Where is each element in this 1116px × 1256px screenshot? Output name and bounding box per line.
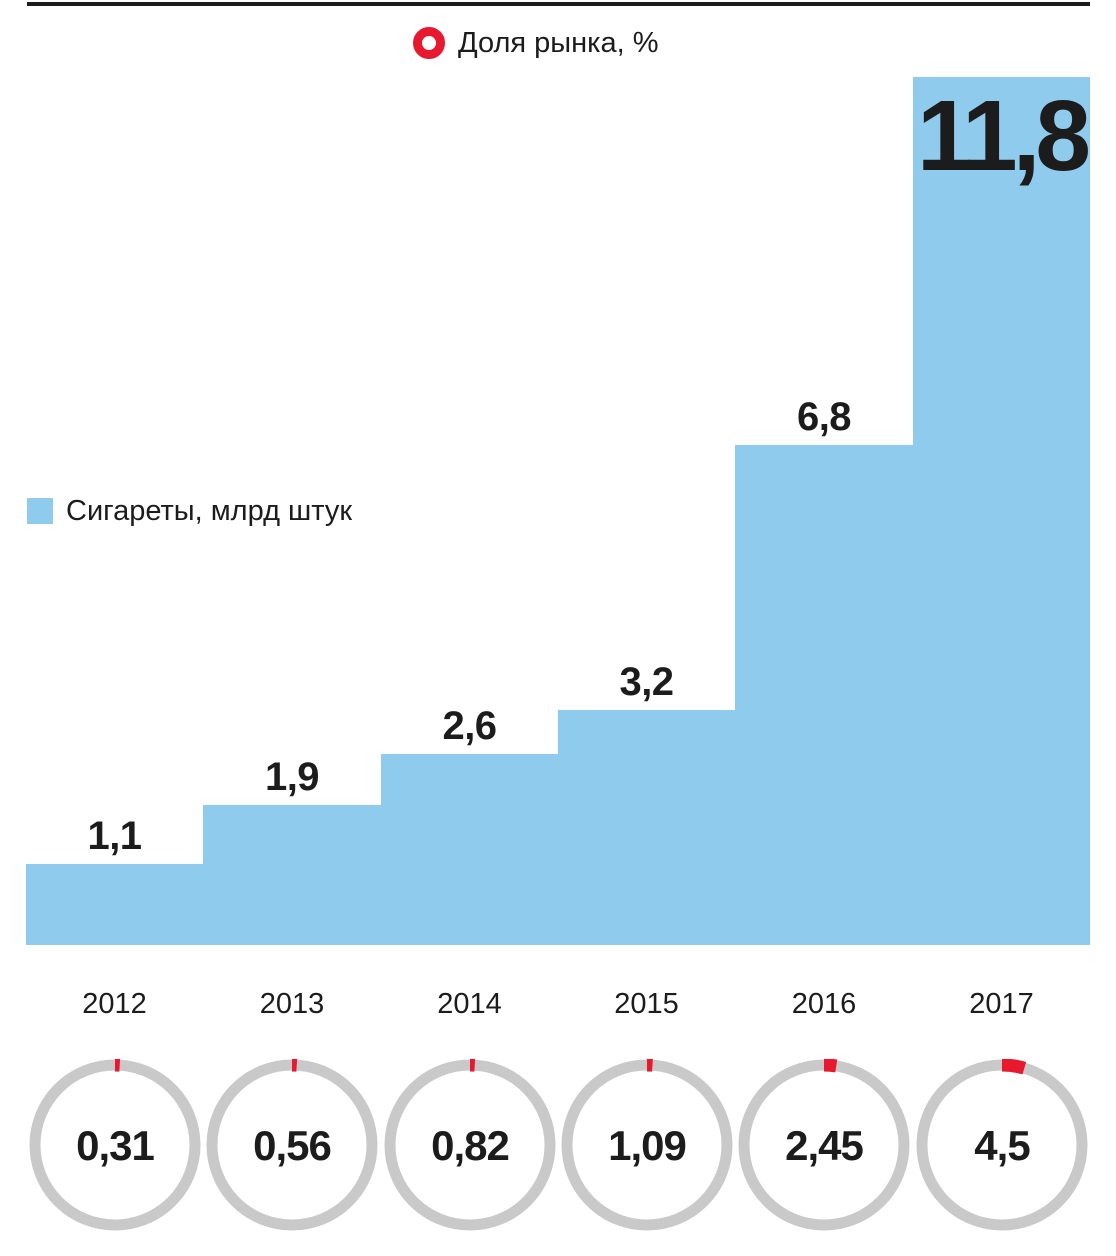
bar-2017 [913, 77, 1090, 945]
year-label-2014: 2014 [437, 988, 502, 1020]
year-label-2013: 2013 [259, 988, 325, 1020]
donut-value-label: 4,5 [974, 1122, 1030, 1169]
donut-value-label: 1,09 [608, 1122, 686, 1169]
top-rule [27, 2, 1090, 6]
bar-2016 [735, 445, 913, 945]
donut-value-label: 0,56 [253, 1122, 331, 1169]
bar-2014 [381, 754, 558, 945]
donut-2017: 4,5 [916, 1058, 1088, 1236]
donut-2013: 0,56 [206, 1058, 378, 1236]
bar-value-label-2014: 2,6 [442, 704, 497, 748]
legend-label-market-share: Доля рынка, % [458, 27, 659, 59]
bar-value-label-2015: 3,2 [619, 660, 674, 704]
bar-2013 [203, 805, 381, 945]
bar-2012 [26, 864, 203, 945]
bar-value-label-2017: 11,8 [916, 80, 1091, 192]
legend-item-market-share: Доля рынка, % [413, 27, 658, 59]
legend-item-cigarettes: Сигареты, млрд штук [27, 77, 1091, 945]
donut-series-ring-icon [413, 27, 445, 59]
legend-label-cigarettes: Сигареты, млрд штук [66, 495, 353, 527]
donut-value-label: 0,31 [76, 1122, 154, 1169]
donut-2015: 1,09 [561, 1058, 733, 1236]
year-label-2015: 2015 [614, 988, 679, 1020]
year-label-2012: 2012 [82, 988, 147, 1020]
bar-value-label-2012: 1,1 [87, 814, 142, 858]
donut-share-arc [1001, 1058, 1027, 1075]
bar-value-label-2016: 6,8 [796, 395, 852, 439]
donut-2016: 2,45 [738, 1058, 910, 1236]
donut-value-label: 2,45 [785, 1122, 863, 1169]
donut-share-arc [823, 1058, 838, 1073]
donut-2014: 0,82 [384, 1058, 556, 1236]
x-axis-labels: 2012 2013 2014 2015 2016 2017 [26, 988, 1090, 1022]
bar-value-label-2013: 1,9 [264, 755, 320, 799]
donut-value-label: 0,82 [431, 1122, 509, 1169]
bar-series-swatch-icon [27, 498, 53, 524]
year-label-2016: 2016 [791, 988, 857, 1020]
bar-2015 [558, 710, 735, 945]
bar-chart-area: 1,1 1,9 2,6 3,2 6,8 11,8 [26, 77, 1091, 945]
year-label-2017: 2017 [969, 988, 1034, 1020]
donut-2012: 0,31 [29, 1058, 201, 1236]
